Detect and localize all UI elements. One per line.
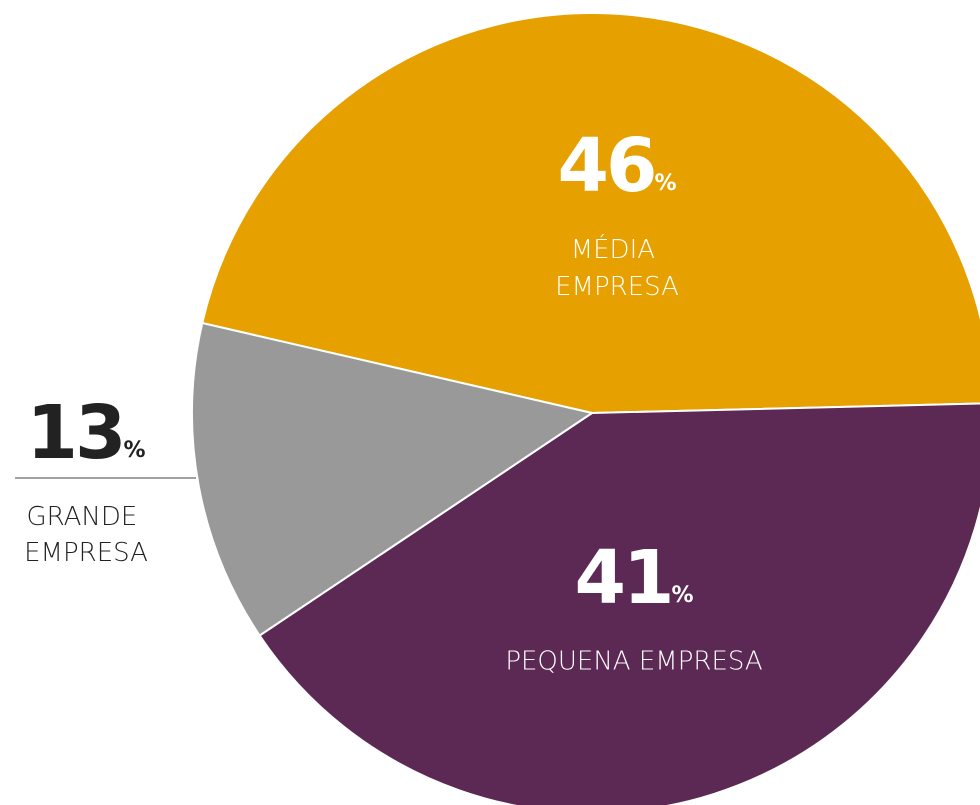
category-label: GRANDE EMPRESA xyxy=(24,502,148,568)
category-label: MÉDIA EMPRESA xyxy=(555,233,679,302)
pie-slice xyxy=(191,321,595,637)
category-label: PEQUENA EMPRESA xyxy=(505,647,762,677)
pie-slice xyxy=(201,12,980,415)
value-label: 41% xyxy=(574,535,693,621)
value-label: 13% xyxy=(26,390,145,476)
value-label: 46% xyxy=(557,123,676,209)
pie-slice xyxy=(258,402,980,805)
